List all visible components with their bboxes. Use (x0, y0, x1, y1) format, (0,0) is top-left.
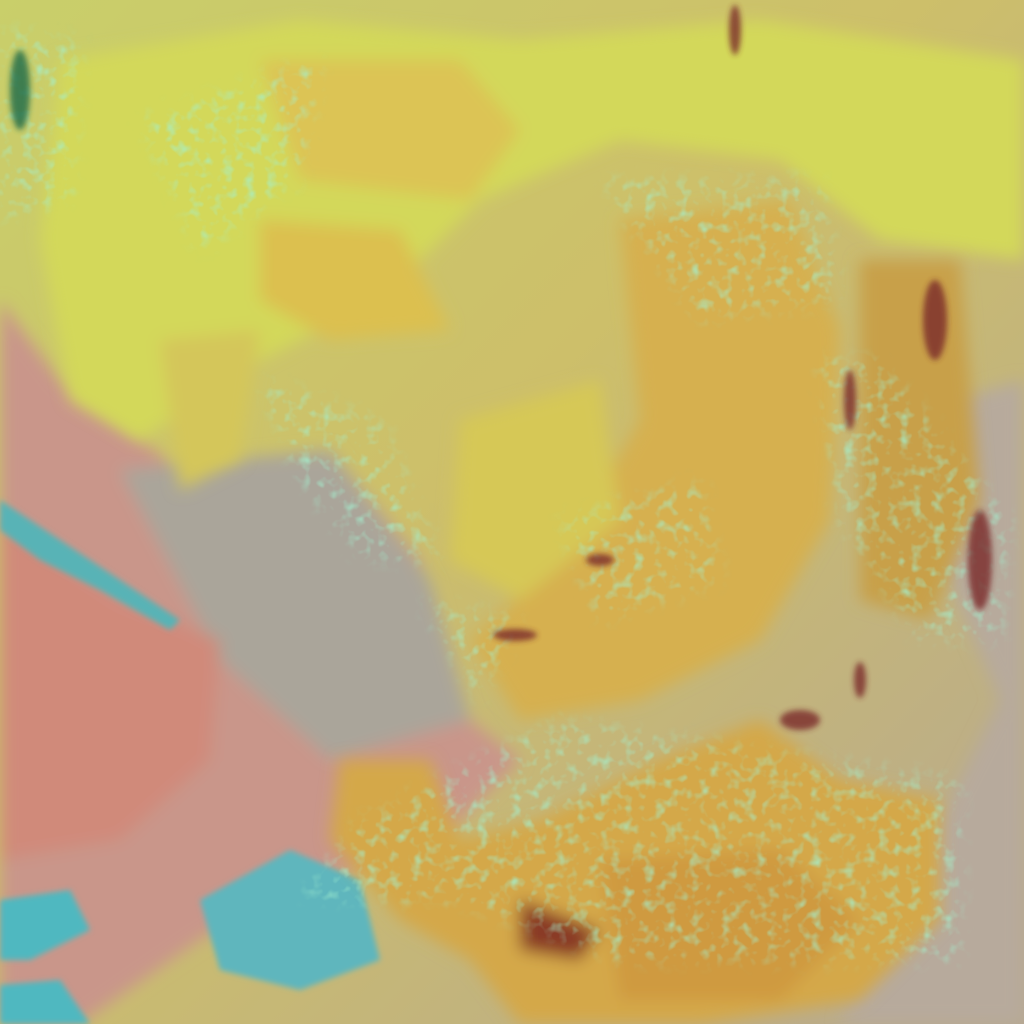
convective-cells-dark (10, 5, 992, 730)
